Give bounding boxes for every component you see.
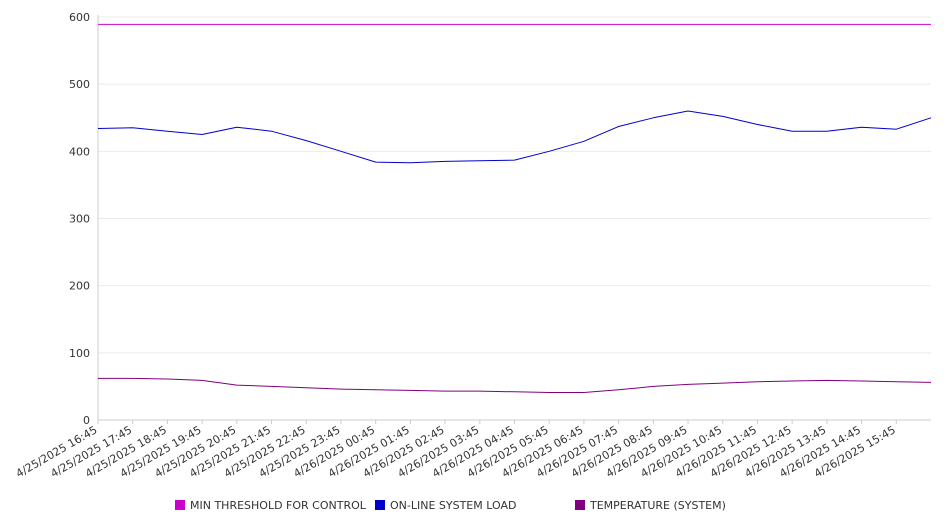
y-tick-label: 200 (69, 280, 90, 293)
legend-swatch (375, 500, 385, 510)
y-tick-label: 500 (69, 78, 90, 91)
grid (98, 16, 931, 421)
series-line (97, 110, 932, 164)
y-tick-label: 600 (69, 11, 90, 24)
y-tick-label: 400 (69, 145, 90, 158)
legend: MIN THRESHOLD FOR CONTROL ON-LINE SYSTEM … (175, 499, 726, 512)
legend-label: TEMPERATURE (SYSTEM) (589, 499, 726, 512)
axes (97, 15, 931, 424)
y-tick-labels: 0 100 200 300 400 500 600 (69, 11, 90, 427)
y-tick-label: 100 (69, 347, 90, 360)
legend-label: ON-LINE SYSTEM LOAD (390, 499, 516, 512)
legend-swatch (575, 500, 585, 510)
series-lines (97, 23, 932, 393)
legend-swatch (175, 500, 185, 510)
x-tick-labels: 4/25/2025 16:454/25/2025 17:454/25/2025 … (14, 423, 898, 480)
legend-label: MIN THRESHOLD FOR CONTROL (190, 499, 367, 512)
series-line (98, 377, 932, 393)
y-tick-label: 300 (69, 213, 90, 226)
y-tick-label: 0 (83, 414, 90, 427)
